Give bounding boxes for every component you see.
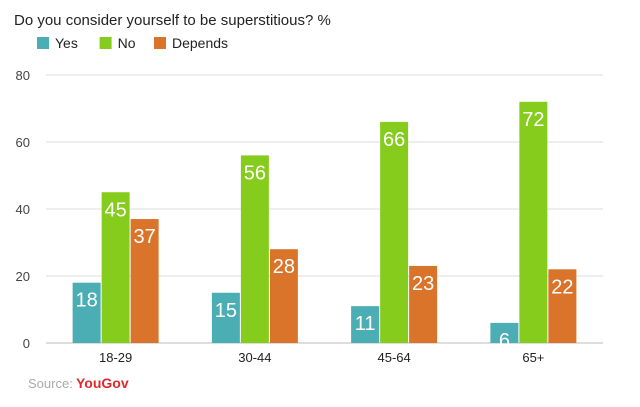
bar-label-yes-1: 15 <box>215 300 237 322</box>
bar-depends-2 <box>409 265 438 343</box>
bar-label-no-0: 45 <box>105 199 127 221</box>
bar-label-no-1: 56 <box>244 162 266 184</box>
x-tick-label-1: 30-44 <box>238 350 271 365</box>
bar-label-yes-0: 18 <box>76 290 98 312</box>
bar-no-3 <box>519 101 548 343</box>
bar-label-no-3: 72 <box>522 109 544 131</box>
legend-label-2: Depends <box>172 35 228 51</box>
bar-label-depends-0: 37 <box>134 226 156 248</box>
legend-label-0: Yes <box>55 35 78 51</box>
x-axis: 18-29 30-44 45-64 65+ <box>99 350 544 365</box>
x-tick-label-0: 18-29 <box>99 350 132 365</box>
source-brand: YouGov <box>76 375 129 391</box>
legend-label-1: No <box>118 35 136 51</box>
source-credit: Source: YouGov <box>28 375 129 391</box>
bar-no-2 <box>380 121 409 344</box>
y-tick-label-2: 40 <box>16 202 30 217</box>
chart-title: Do you consider yourself to be superstit… <box>14 12 331 29</box>
y-tick-label-4: 80 <box>16 68 30 83</box>
y-tick-label-1: 20 <box>16 269 30 284</box>
bar-depends-1 <box>269 249 298 343</box>
x-tick-label-3: 65+ <box>522 350 544 365</box>
bar-label-depends-1: 28 <box>273 256 295 278</box>
bar-yes-0 <box>72 282 101 343</box>
bar-label-no-2: 66 <box>383 129 405 151</box>
bar-label-depends-3: 22 <box>551 276 573 298</box>
x-tick-label-2: 45-64 <box>378 350 411 365</box>
bar-yes-2 <box>351 306 380 343</box>
y-tick-label-3: 60 <box>16 135 30 150</box>
bar-label-depends-2: 23 <box>412 273 434 295</box>
bar-depends-0 <box>130 219 159 343</box>
source-prefix: Source: <box>28 376 73 391</box>
y-tick-label-0: 0 <box>23 336 30 351</box>
bar-label-yes-2: 11 <box>355 313 376 335</box>
bar-depends-3 <box>548 269 577 343</box>
bar-label-yes-3: 6 <box>499 330 510 352</box>
legend-swatch-2 <box>154 37 166 49</box>
bar-yes-3 <box>490 322 519 343</box>
legend-swatch-1 <box>99 37 112 49</box>
legend: Yes No Depends <box>37 35 228 51</box>
y-axis: 0 20 40 60 80 <box>16 68 30 351</box>
legend-swatch-0 <box>37 37 49 49</box>
bar-no-1 <box>240 155 269 343</box>
bars: 18 45 37 15 56 28 11 66 23 6 72 22 <box>72 101 577 352</box>
bar-no-0 <box>101 192 130 343</box>
bar-yes-1 <box>211 292 240 343</box>
